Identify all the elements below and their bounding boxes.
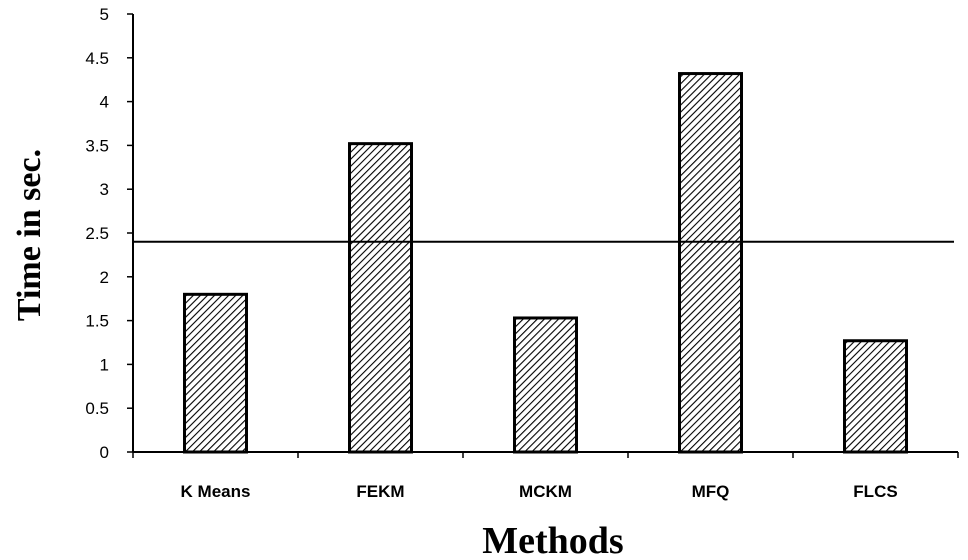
x-axis-title: Methods xyxy=(482,520,623,560)
bar-mfq xyxy=(678,72,743,454)
y-tick-label: 0.5 xyxy=(85,399,109,418)
y-tick-label: 2.5 xyxy=(85,224,109,243)
bars xyxy=(183,72,908,454)
bar-flcs xyxy=(843,339,908,454)
axes xyxy=(127,13,959,458)
x-tick-label: K Means xyxy=(181,482,251,501)
bar-fekm xyxy=(348,142,413,454)
y-tick-label: 3.5 xyxy=(85,136,109,155)
y-tick-label: 1 xyxy=(100,355,109,374)
bar-k-means xyxy=(183,292,248,454)
x-tick-label: FEKM xyxy=(356,482,404,501)
y-tick-label: 4.5 xyxy=(85,49,109,68)
y-tick-label: 1.5 xyxy=(85,312,109,331)
y-tick-label: 5 xyxy=(100,5,109,24)
x-tick-label: MCKM xyxy=(519,482,572,501)
y-tick-label: 4 xyxy=(100,93,109,112)
labels: K Means FEKM MCKM MFQ FLCS 0 0.5 1 1.5 2 2.5 3 3.5 4 4… xyxy=(85,5,897,501)
y-tick-label: 2 xyxy=(100,268,109,287)
y-axis-title: Time in sec. xyxy=(11,149,48,321)
y-tick-label: 0 xyxy=(100,443,109,462)
x-tick-label: MFQ xyxy=(692,482,730,501)
x-tick-label: FLCS xyxy=(853,482,897,501)
bar-mckm xyxy=(513,316,578,454)
y-tick-label: 3 xyxy=(100,180,109,199)
